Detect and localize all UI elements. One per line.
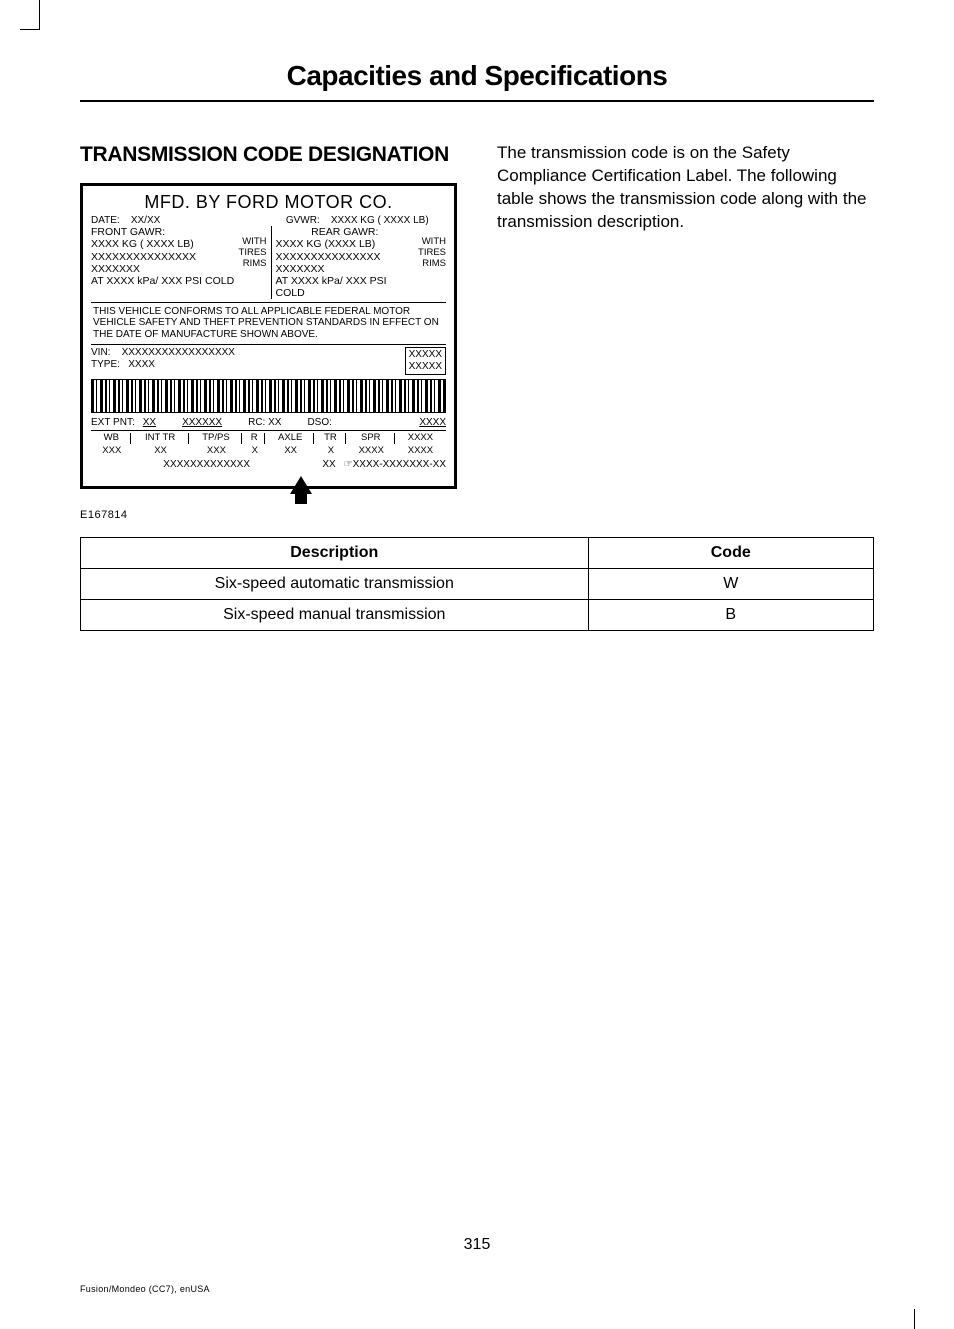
front-tires: XXXXXXXXXXXXXXX: [91, 251, 235, 263]
label-manufacturer: MFD. BY FORD MOTOR CO.: [91, 192, 446, 213]
label-gawr-grid: FRONT GAWR: XXXX KG ( XXXX LB) XXXXXXXXX…: [91, 226, 446, 298]
box-line2: XXXXX: [409, 361, 442, 373]
bottom-xx: XX: [322, 459, 335, 471]
td-description: Six-speed manual transmission: [81, 600, 589, 631]
chapter-title: Capacities and Specifications: [80, 60, 874, 102]
val-r: X: [244, 446, 265, 457]
front-gawr-label: FRONT GAWR:: [91, 226, 235, 238]
label-date-gvwr-row: DATE: XX/XX GVWR: XXXX KG ( XXXX LB): [91, 215, 446, 227]
certification-label-figure: MFD. BY FORD MOTOR CO. DATE: XX/XX GVWR:…: [80, 183, 457, 489]
val-right-top: XXXX: [397, 433, 444, 444]
left-column: TRANSMISSION CODE DESIGNATION MFD. BY FO…: [80, 142, 457, 521]
table-row: Six-speed manual transmission B: [81, 600, 874, 631]
arrow-stem: [295, 492, 307, 504]
two-column-layout: TRANSMISSION CODE DESIGNATION MFD. BY FO…: [80, 142, 874, 521]
val-tpps: XXX: [191, 446, 243, 457]
vin-value: XXXXXXXXXXXXXXXXX: [122, 347, 235, 358]
transmission-code-table: Description Code Six-speed automatic tra…: [80, 537, 874, 631]
rims-text: RIMS: [418, 259, 446, 270]
crop-mark: [914, 1309, 934, 1329]
type-value: XXXX: [128, 359, 155, 370]
barcode: [91, 379, 446, 413]
figure-caption: E167814: [80, 509, 457, 521]
val-tr: X: [316, 446, 346, 457]
bottom-right: ☞XXXX-XXXXXXX-XX: [344, 459, 446, 471]
extpnt-label: EXT PNT:: [91, 417, 135, 429]
td-code: W: [588, 569, 873, 600]
box-line1: XXXXX: [409, 349, 442, 361]
hdr-tr: TR: [316, 433, 346, 444]
section-heading: TRANSMISSION CODE DESIGNATION: [80, 142, 457, 167]
table-row: Six-speed automatic transmission W: [81, 569, 874, 600]
divider: [91, 302, 446, 303]
rear-gawr-value: XXXX KG (XXXX LB): [276, 238, 415, 250]
hdr-spr: SPR: [348, 433, 395, 444]
rear-rims: XXXXXXX: [276, 263, 415, 275]
td-description: Six-speed automatic transmission: [81, 569, 589, 600]
rear-gawr-label: REAR GAWR:: [276, 226, 415, 238]
page-content: Capacities and Specifications TRANSMISSI…: [0, 0, 954, 671]
rc: RC: XX: [248, 417, 281, 429]
td-code: B: [588, 600, 873, 631]
label-bottom-grid: WB INT TR TP/PS R AXLE TR SPR XXXX XXX X…: [91, 431, 446, 459]
val-last: XXXX: [397, 446, 444, 457]
val-axle: XX: [267, 446, 314, 457]
hdr-wb: WB: [93, 433, 131, 444]
vin-type-row: XXXXX XXXXX VIN: XXXXXXXXXXXXXXXXX TYPE:…: [91, 347, 446, 375]
th-code: Code: [588, 538, 873, 569]
gvwr-label: GVWR:: [286, 215, 320, 226]
rear-at: AT XXXX kPa/ XXX PSI COLD: [276, 275, 415, 299]
divider: [91, 344, 446, 345]
type-label: TYPE:: [91, 359, 120, 370]
gvwr-value: XXXX KG ( XXXX LB): [331, 215, 429, 226]
bottom-center: XXXXXXXXXXXXX: [163, 459, 250, 471]
val-inttr: XX: [133, 446, 189, 457]
extpnt-v2: XXXXXX: [182, 417, 222, 429]
dso-value: XXXX: [419, 417, 446, 429]
footer-metadata: Fusion/Mondeo (CC7), enUSA: [80, 1284, 210, 1294]
extpnt-v1: XX: [143, 417, 156, 429]
hdr-axle: AXLE: [267, 433, 314, 444]
val-wb: XXX: [93, 446, 131, 457]
date-value: XX/XX: [131, 215, 160, 226]
rims-text: RIMS: [239, 259, 267, 270]
front-at: AT XXXX kPa/ XXX PSI COLD: [91, 275, 235, 287]
hdr-inttr: INT TR: [133, 433, 189, 444]
vin-label: VIN:: [91, 347, 110, 358]
label-bottom-rows: EXT PNT: XX XXXXXX RC: XX DSO: XXXX WB I…: [91, 417, 446, 470]
front-gawr-value: XXXX KG ( XXXX LB): [91, 238, 235, 250]
conformity-text: THIS VEHICLE CONFORMS TO ALL APPLICABLE …: [91, 305, 446, 342]
front-rims: XXXXXXX: [91, 263, 235, 275]
th-description: Description: [81, 538, 589, 569]
page-number: 315: [0, 1236, 954, 1254]
dso-label: DSO:: [307, 417, 331, 429]
hdr-r: R: [244, 433, 265, 444]
val-spr: XXXX: [348, 446, 395, 457]
right-column: The transmission code is on the Safety C…: [497, 142, 874, 521]
rear-tires: XXXXXXXXXXXXXXX: [276, 251, 415, 263]
label-side-box: XXXXX XXXXX: [405, 347, 446, 375]
date-label: DATE:: [91, 215, 120, 226]
hdr-tpps: TP/PS: [191, 433, 243, 444]
crop-mark: [20, 0, 40, 30]
intro-paragraph: The transmission code is on the Safety C…: [497, 142, 874, 234]
